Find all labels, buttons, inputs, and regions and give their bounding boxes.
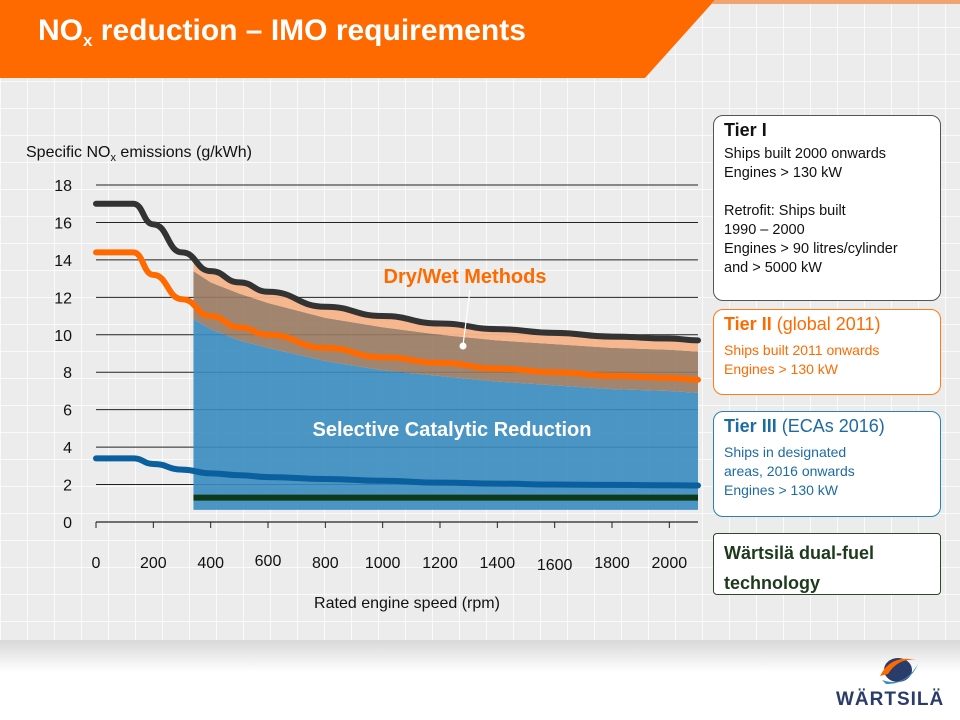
scr-region (193, 319, 698, 510)
tier1-line: Engines > 130 kW (724, 165, 843, 181)
tier3-lines: Ships in designated areas, 2016 onwards En… (724, 443, 930, 500)
x-tick-label: 1000 (365, 555, 401, 572)
y-tick-label: 0 (63, 515, 72, 532)
y-tick-label: 8 (63, 365, 72, 382)
tier3-line (93, 455, 701, 489)
page-title: NOx reduction – IMO requirements (38, 14, 526, 50)
y-tick-label: 12 (54, 290, 72, 307)
y-tick-label: 14 (54, 253, 72, 270)
tier1-line: Engines > 90 litres/cylinder (724, 241, 898, 257)
tier2-line: Engines > 130 kW (724, 361, 839, 377)
logo-text: WÄRTSILÄ (836, 689, 945, 710)
y-tick-label: 16 (54, 215, 72, 232)
tier3-title: Tier III (ECAs 2016) (724, 416, 885, 436)
tier1-box: Tier I Ships built 2000 onwards Engines >… (713, 115, 941, 301)
x-axis-label: Rated engine speed (rpm) (314, 595, 500, 612)
dual-fuel-box: Wärtsilä dual-fuel technology (713, 533, 941, 595)
y-tick-label: 6 (63, 403, 72, 420)
chart-axes: 0 200 400 600 800 1000 1200 1400 1600 1800 2000 0 2 4… (54, 178, 698, 574)
dry-wet-pointer-dot (459, 342, 467, 350)
tier2-box: Tier II (global 2011) Ships built 2011 o… (713, 309, 941, 395)
y-tick-label: 18 (54, 178, 72, 195)
tier1-line (93, 200, 701, 344)
scr-label: Selective Catalytic Reduction (313, 419, 592, 441)
y-tick-label: 10 (54, 328, 72, 345)
dry-wet-label: Dry/Wet Methods (384, 266, 547, 288)
footer-band (0, 640, 960, 720)
dual-fuel-title-1: Wärtsilä dual-fuel (724, 543, 875, 563)
x-tick-label: 0 (92, 555, 101, 572)
x-tick-label: 1600 (537, 557, 573, 574)
tier1-line: and > 5000 kW (724, 260, 822, 276)
chart-labels: Specific NOx emissions (g/kWh) Rated engi… (26, 144, 591, 612)
tier3-line: Engines > 130 kW (724, 482, 839, 498)
tier2-line (93, 249, 701, 383)
x-tick-label: 400 (197, 555, 224, 572)
x-tick-label: 2000 (652, 555, 688, 572)
tier1-line: Ships built 2000 onwards (724, 146, 887, 162)
tier1-line: Retrofit: Ships built (724, 203, 846, 219)
chart-regions (193, 259, 698, 510)
tier2-line: Ships built 2011 onwards (724, 342, 880, 358)
dry-wet-band (193, 271, 698, 393)
tier1-line (724, 183, 930, 202)
title-banner (0, 0, 960, 78)
tier3-box: Tier III (ECAs 2016) Ships in designated… (713, 411, 941, 517)
tier1-title: Tier I (724, 120, 767, 140)
dry-wet-upper-band (193, 259, 698, 352)
y-axis-label: Specific NOx emissions (g/kWh) (26, 144, 252, 164)
dual-fuel-title-2: technology (724, 573, 821, 593)
wartsila-logo-icon (880, 658, 918, 684)
tier1-lines: Ships built 2000 onwards Engines > 130 kW… (724, 145, 930, 278)
x-tick-label: 600 (255, 553, 282, 570)
x-tick-label: 1200 (422, 555, 458, 572)
tier2-lines: Ships built 2011 onwards Engines > 130 kW (724, 341, 930, 379)
y-tick-label: 2 (63, 478, 72, 495)
tier3-line: areas, 2016 onwards (724, 463, 855, 479)
tier3-line: Ships in designated (724, 444, 847, 460)
x-tick-label: 1800 (594, 555, 630, 572)
tier2-title: Tier II (global 2011) (724, 314, 881, 334)
chart-series (93, 200, 701, 501)
x-tick-label: 800 (312, 555, 339, 572)
y-tick-label: 4 (63, 440, 72, 457)
tier1-line: 1990 – 2000 (724, 222, 805, 238)
dry-wet-pointer (462, 289, 471, 346)
x-tick-label: 1400 (480, 555, 516, 572)
x-tick-label: 200 (140, 555, 167, 572)
